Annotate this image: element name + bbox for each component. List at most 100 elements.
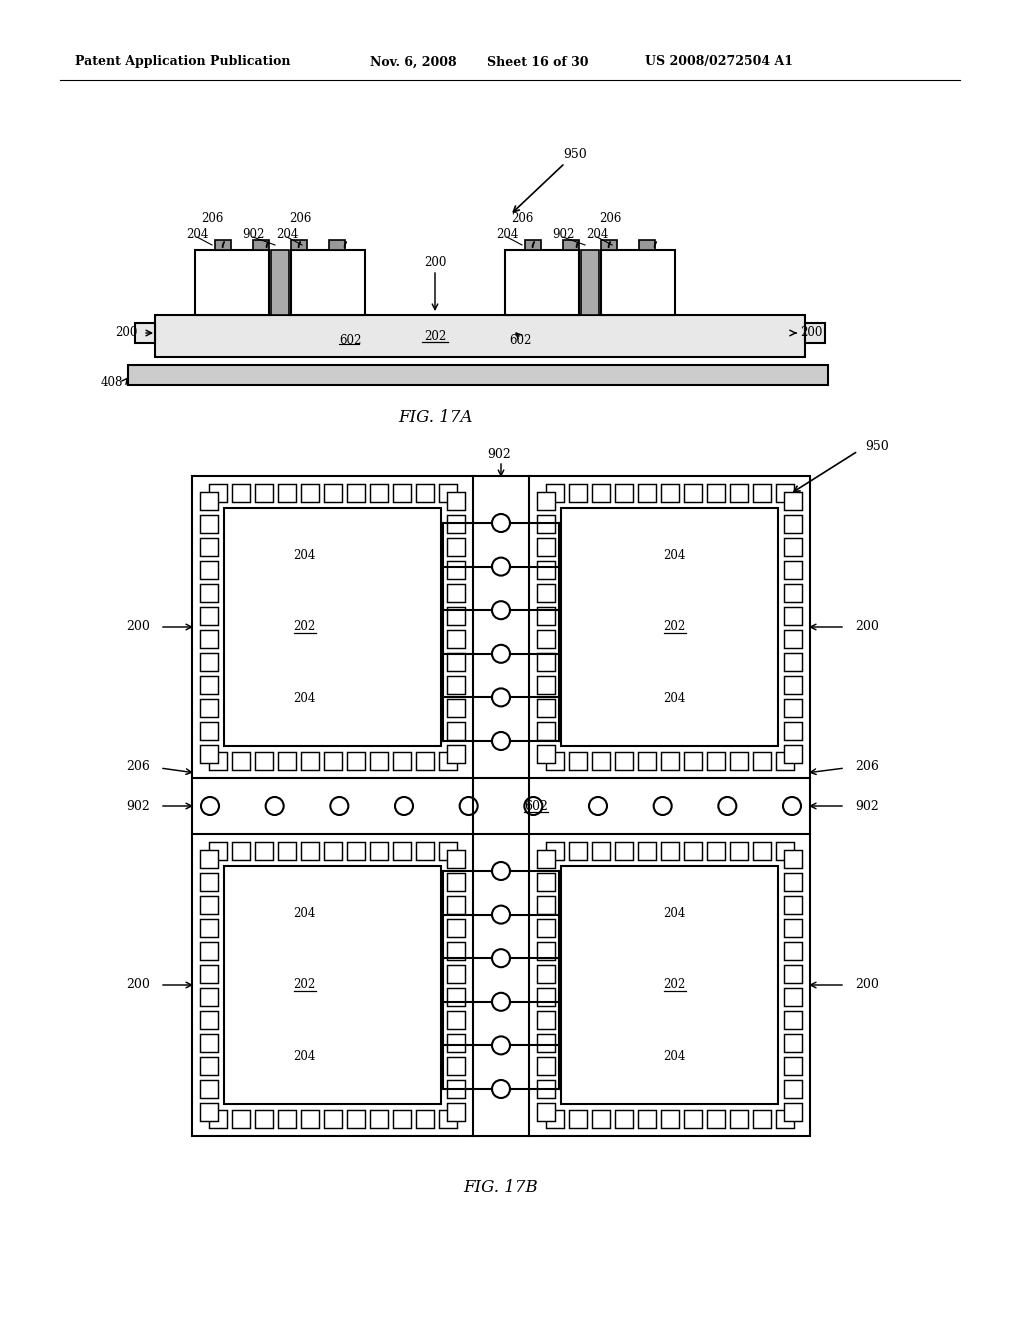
Text: Sheet 16 of 30: Sheet 16 of 30 <box>487 55 589 69</box>
Bar <box>447 895 465 913</box>
Bar <box>729 1110 748 1129</box>
Bar <box>416 842 433 861</box>
Bar <box>784 1011 802 1028</box>
Bar <box>805 323 825 343</box>
Text: 204: 204 <box>664 549 686 562</box>
Bar <box>537 1080 555 1097</box>
Bar <box>209 1110 226 1129</box>
Bar <box>537 722 555 739</box>
Text: 200: 200 <box>116 326 138 339</box>
Bar <box>346 484 365 502</box>
Bar <box>638 752 655 770</box>
Text: 950: 950 <box>865 440 889 453</box>
Bar <box>447 537 465 556</box>
Bar <box>447 850 465 867</box>
Bar <box>200 895 218 913</box>
Text: 206: 206 <box>511 211 534 224</box>
Bar <box>200 987 218 1006</box>
Bar <box>447 987 465 1006</box>
Bar <box>447 698 465 717</box>
Bar <box>447 515 465 532</box>
Bar <box>775 484 794 502</box>
Bar <box>447 919 465 936</box>
Bar <box>784 630 802 648</box>
Bar <box>546 484 563 502</box>
Circle shape <box>492 689 510 706</box>
Circle shape <box>460 797 477 814</box>
Bar <box>614 842 633 861</box>
Bar <box>784 987 802 1006</box>
Bar <box>447 491 465 510</box>
Bar <box>200 722 218 739</box>
Bar <box>614 484 633 502</box>
Bar <box>546 842 563 861</box>
Text: 204: 204 <box>293 692 315 705</box>
Bar <box>638 842 655 861</box>
Bar <box>537 965 555 982</box>
Bar <box>638 484 655 502</box>
Bar <box>707 484 725 502</box>
Bar <box>581 249 599 315</box>
Bar <box>592 842 609 861</box>
Text: US 2008/0272504 A1: US 2008/0272504 A1 <box>645 55 793 69</box>
Text: 902: 902 <box>242 228 264 242</box>
Bar <box>784 1034 802 1052</box>
Bar <box>200 1011 218 1028</box>
Bar <box>278 842 296 861</box>
Bar <box>447 561 465 578</box>
Bar <box>447 1056 465 1074</box>
Text: 206: 206 <box>855 759 879 772</box>
Bar <box>324 842 341 861</box>
Circle shape <box>492 862 510 880</box>
Circle shape <box>201 797 219 814</box>
Bar <box>200 1080 218 1097</box>
Bar <box>324 484 341 502</box>
Bar <box>416 484 433 502</box>
Bar <box>231 842 250 861</box>
Bar <box>568 484 587 502</box>
Bar <box>784 537 802 556</box>
Bar <box>537 676 555 693</box>
Bar <box>601 240 617 249</box>
Bar <box>601 249 675 315</box>
Circle shape <box>492 1036 510 1055</box>
Circle shape <box>718 797 736 814</box>
Text: 202: 202 <box>424 330 446 343</box>
Bar <box>278 1110 296 1129</box>
Bar <box>775 1110 794 1129</box>
Bar <box>638 1110 655 1129</box>
Bar <box>614 752 633 770</box>
Bar <box>447 1034 465 1052</box>
Text: 902: 902 <box>487 447 511 461</box>
Bar <box>200 941 218 960</box>
Bar <box>753 1110 770 1129</box>
Bar <box>200 1034 218 1052</box>
Bar <box>200 1102 218 1121</box>
Circle shape <box>492 993 510 1011</box>
Bar <box>784 919 802 936</box>
Bar <box>370 1110 387 1129</box>
Bar <box>200 515 218 532</box>
Text: 202: 202 <box>664 978 686 991</box>
Bar <box>392 752 411 770</box>
Bar <box>255 484 272 502</box>
Text: 206: 206 <box>201 211 223 224</box>
Bar <box>775 752 794 770</box>
Circle shape <box>492 601 510 619</box>
Bar <box>200 698 218 717</box>
Bar <box>200 919 218 936</box>
Bar <box>537 895 555 913</box>
Bar <box>592 1110 609 1129</box>
Bar <box>300 842 318 861</box>
Bar <box>200 1056 218 1074</box>
Bar <box>128 366 828 385</box>
Text: 202: 202 <box>293 620 315 634</box>
Text: 200: 200 <box>855 978 879 991</box>
Bar <box>224 866 441 1104</box>
Text: FIG. 17B: FIG. 17B <box>464 1180 539 1196</box>
Bar <box>209 842 226 861</box>
Bar <box>784 850 802 867</box>
Bar <box>753 484 770 502</box>
Bar <box>370 484 387 502</box>
Text: 204: 204 <box>664 692 686 705</box>
